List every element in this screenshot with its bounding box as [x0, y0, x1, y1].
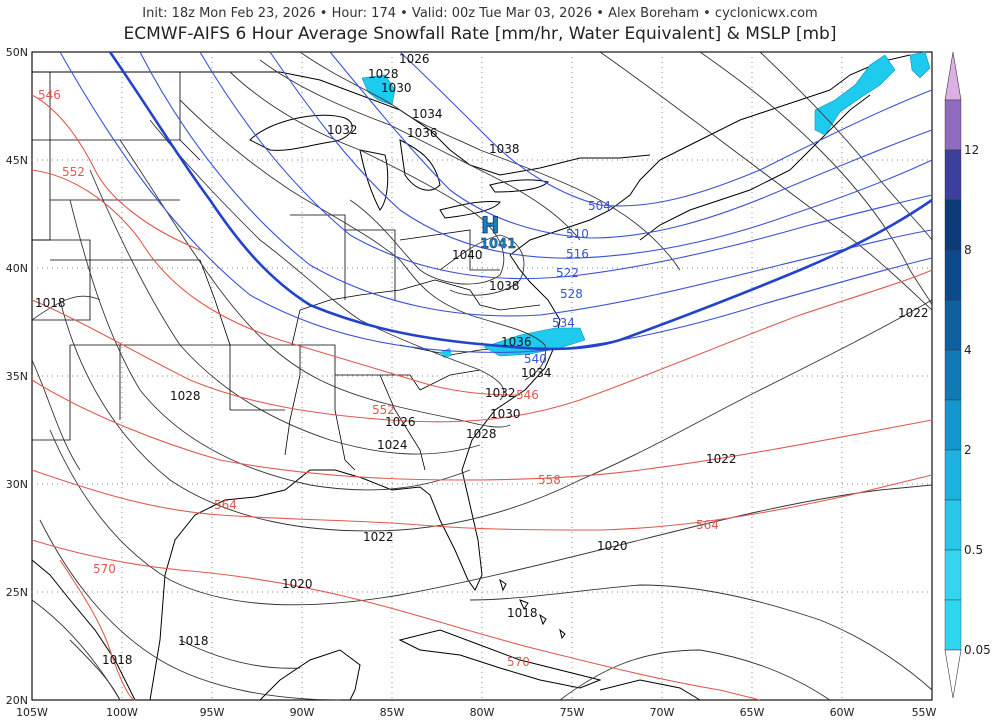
lat-label: 20N	[6, 694, 28, 707]
lat-label: 50N	[6, 46, 28, 59]
colorbar-label: 0.05	[964, 643, 991, 657]
info-line: Init: 18z Mon Feb 23, 2026 • Hour: 174 •…	[142, 6, 818, 21]
thickness-label: 546	[516, 388, 539, 402]
thickness-red-lines	[31, 94, 933, 701]
colorbar-label: 0.5	[964, 543, 983, 557]
lon-label: 85W	[380, 706, 405, 719]
lat-label: 35N	[6, 370, 28, 383]
colorbar-top-arrow	[944, 51, 962, 101]
colorbar-bottom-arrow	[944, 649, 962, 699]
thickness-label: 510	[566, 227, 589, 241]
thickness-blue-lines	[59, 51, 933, 353]
mslp-label: 1028	[170, 389, 201, 403]
mslp-labels: 1026 1028 1030 1034 1032 1036 1038 1040 …	[35, 52, 929, 667]
mslp-isobars	[31, 51, 933, 701]
lat-label: 45N	[6, 154, 28, 167]
lon-label: 95W	[200, 706, 225, 719]
mslp-label: 1028	[368, 67, 399, 81]
chart-title: ECMWF-AIFS 6 Hour Average Snowfall Rate …	[123, 24, 837, 44]
mslp-label: 1034	[521, 366, 552, 380]
lon-label: 70W	[650, 706, 675, 719]
mslp-label: 1018	[178, 634, 209, 648]
mslp-label: 1028	[466, 427, 497, 441]
colorbar-label: 12	[964, 143, 979, 157]
mslp-label: 1038	[489, 279, 520, 293]
lon-label: 100W	[106, 706, 138, 719]
mslp-label: 1030	[490, 407, 521, 421]
mslp-label: 1022	[363, 530, 394, 544]
high-letter: H	[481, 214, 499, 239]
mslp-label: 1022	[898, 306, 929, 320]
lat-label: 25N	[6, 586, 28, 599]
mslp-label: 1022	[706, 452, 737, 466]
mslp-label: 1018	[507, 606, 538, 620]
mslp-label: 1036	[501, 335, 532, 349]
mslp-label: 1034	[412, 107, 443, 121]
mslp-label: 1032	[485, 386, 516, 400]
mslp-label: 1036	[407, 126, 438, 140]
colorbar: 12 8 4 2 0.5 0.05	[944, 51, 991, 699]
mslp-label: 1020	[282, 577, 313, 591]
thickness-540-line	[108, 51, 933, 351]
thickness-label: 504	[588, 199, 611, 213]
high-pressure-center: H 1041	[480, 214, 517, 253]
colorbar-label: 8	[964, 243, 972, 257]
thickness-label: 564	[214, 498, 237, 512]
lon-label: 55W	[912, 706, 937, 719]
thickness-label: 558	[538, 473, 561, 487]
mslp-label: 1018	[35, 296, 66, 310]
thickness-label: 546	[38, 88, 61, 102]
thickness-label: 528	[560, 287, 583, 301]
thickness-label: 540	[524, 352, 547, 366]
colorbar-label: 4	[964, 343, 972, 357]
mslp-label: 1038	[489, 142, 520, 156]
mslp-label: 1032	[327, 123, 358, 137]
mslp-label: 1020	[597, 539, 628, 553]
thickness-label: 570	[93, 562, 116, 576]
lon-label: 75W	[560, 706, 585, 719]
thickness-label: 570	[507, 655, 530, 669]
longitude-labels: 105W 100W 95W 90W 85W 80W 75W 70W 65W 60…	[16, 706, 936, 719]
mslp-label: 1030	[381, 81, 412, 95]
high-value: 1041	[480, 237, 516, 252]
lon-label: 65W	[740, 706, 765, 719]
colorbar-label: 2	[964, 443, 972, 457]
mslp-label: 1026	[385, 415, 416, 429]
lon-label: 80W	[470, 706, 495, 719]
lon-label: 60W	[830, 706, 855, 719]
mslp-label: 1018	[102, 653, 133, 667]
mslp-label: 1026	[399, 52, 430, 66]
snowfall-shading	[361, 51, 931, 358]
thickness-blue-labels: 504 510 516 522 528 534 540	[524, 199, 611, 366]
state-borders	[32, 72, 555, 471]
thickness-label: 516	[566, 247, 589, 261]
lon-label: 105W	[16, 706, 48, 719]
thickness-label: 552	[62, 165, 85, 179]
thickness-label: 522	[556, 266, 579, 280]
latitude-labels: 50N 45N 40N 35N 30N 25N 20N	[6, 46, 28, 707]
mslp-label: 1040	[452, 248, 483, 262]
mslp-label: 1024	[377, 438, 408, 452]
thickness-red-labels: 546 552 552 546 558 564 564 570 570	[38, 88, 719, 669]
lat-label: 30N	[6, 478, 28, 491]
thickness-label: 564	[696, 518, 719, 532]
lon-label: 90W	[290, 706, 315, 719]
thickness-label: 552	[372, 403, 395, 417]
lat-label: 40N	[6, 262, 28, 275]
thickness-label: 534	[552, 316, 575, 330]
